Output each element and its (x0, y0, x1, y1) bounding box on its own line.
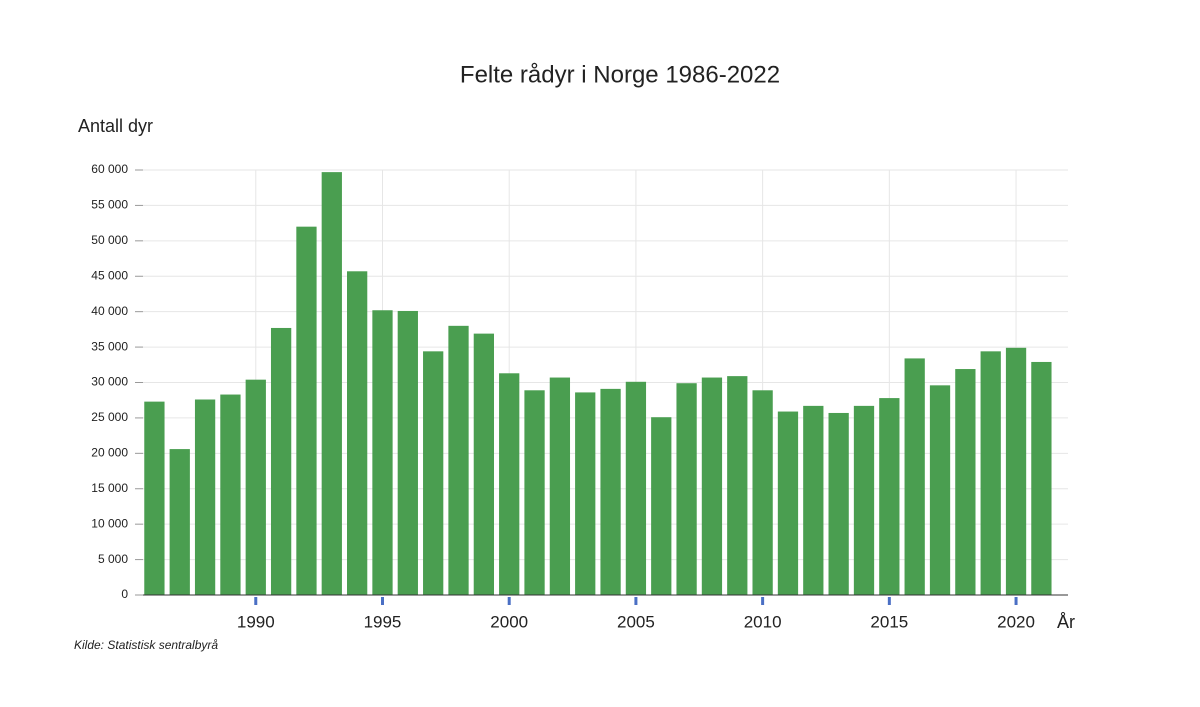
bar (372, 310, 393, 595)
y-tick-label: 10 000 (91, 516, 128, 530)
bar (701, 377, 723, 595)
y-tick-label: 15 000 (91, 481, 128, 495)
bar (853, 405, 875, 595)
y-tick-label: 50 000 (91, 233, 128, 247)
bar (423, 351, 444, 595)
bar (803, 405, 824, 595)
y-tick-label: 25 000 (91, 410, 128, 424)
y-tick-label: 55 000 (91, 198, 128, 212)
bar (955, 369, 976, 595)
bar (397, 310, 418, 595)
y-tick-label: 20 000 (91, 446, 128, 460)
y-tick-label: 30 000 (91, 375, 128, 389)
bar (929, 385, 951, 595)
y-tick-label: 60 000 (91, 162, 128, 176)
x-axis-label: År (1057, 612, 1075, 632)
bar (144, 401, 165, 595)
x-tick-label: 2015 (870, 612, 908, 631)
x-tick-label: 2010 (744, 612, 782, 631)
bar (524, 390, 545, 595)
bar (879, 398, 900, 595)
bar (549, 377, 571, 595)
bar (980, 351, 1001, 595)
x-tick-label: 1990 (237, 612, 275, 631)
bar (169, 449, 190, 595)
bar (473, 333, 494, 595)
bar (220, 394, 241, 595)
bar (1031, 361, 1052, 595)
bar (296, 226, 317, 595)
y-tick-label: 5 000 (98, 552, 128, 566)
source: Kilde: Statistisk sentralbyrå (74, 638, 218, 652)
y-tick-label: 40 000 (91, 304, 128, 318)
bar (676, 383, 697, 595)
y-tick-label: 35 000 (91, 339, 128, 353)
bar (575, 392, 596, 595)
x-tick-label: 2000 (490, 612, 528, 631)
bar (828, 412, 849, 595)
bar (752, 390, 773, 595)
bar (347, 271, 368, 595)
x-tick-label: 2005 (617, 612, 655, 631)
bar (321, 172, 342, 595)
bar (600, 388, 621, 595)
bar (270, 327, 292, 595)
x-tick-label: 1995 (364, 612, 402, 631)
x-tick-label: 2020 (997, 612, 1035, 631)
bar (727, 376, 748, 595)
y-tick-label: 0 (121, 587, 128, 601)
bar (625, 381, 647, 595)
bar (245, 379, 266, 595)
bar (194, 399, 216, 595)
y-tick-label: 45 000 (91, 268, 128, 282)
y-axis-label: Antall dyr (78, 116, 153, 136)
bar (651, 417, 672, 595)
chart-title: Felte rådyr i Norge 1986-2022 (460, 61, 780, 88)
bar (777, 411, 799, 595)
bar (904, 358, 925, 595)
bar (499, 373, 520, 595)
bar (1005, 347, 1027, 595)
bar (448, 325, 469, 595)
